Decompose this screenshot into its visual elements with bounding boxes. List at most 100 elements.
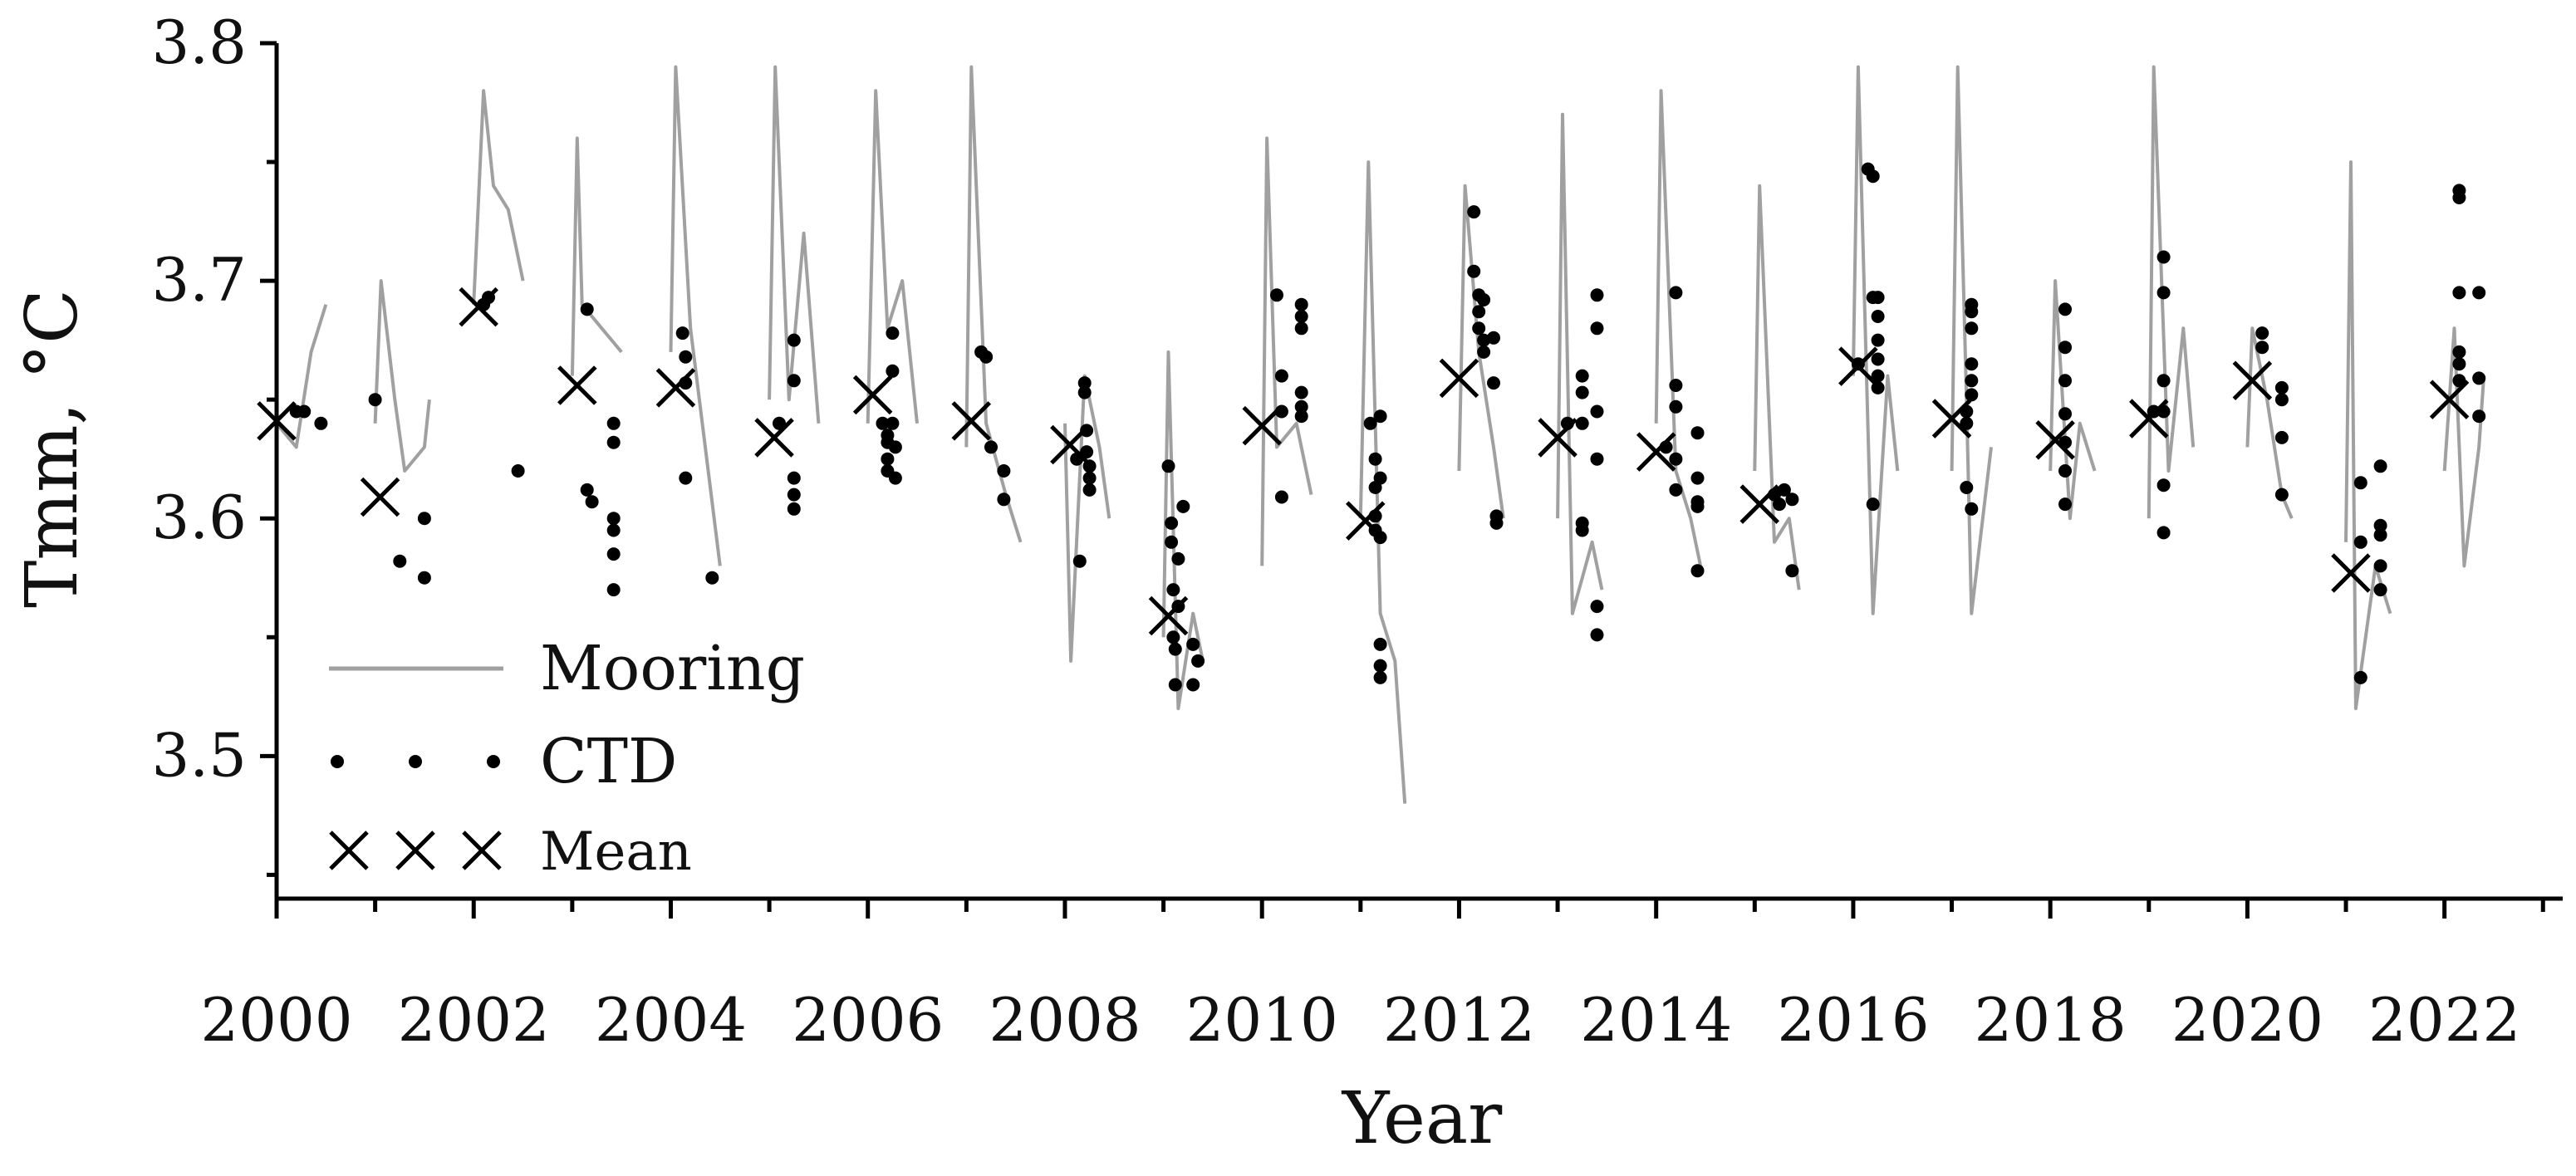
ctd-point xyxy=(606,583,621,597)
mooring-line-segment xyxy=(373,279,431,473)
ctd-point xyxy=(2452,191,2466,204)
ctd-point xyxy=(1690,564,1705,578)
ctd-point xyxy=(2274,393,2289,407)
ctd-point xyxy=(1590,452,1604,466)
ctd-point xyxy=(1274,490,1288,504)
ctd-point xyxy=(1590,600,1604,614)
ctd-point xyxy=(787,488,801,502)
mooring-line-segment xyxy=(2245,326,2294,519)
ctd-point xyxy=(2156,374,2171,388)
ctd-point xyxy=(1866,291,1880,305)
ctd-point xyxy=(1669,452,1683,466)
mooring-line-segment xyxy=(2344,160,2392,711)
legend-mean-marker xyxy=(329,831,369,870)
x-tick-label: 2016 xyxy=(1777,985,1929,1055)
ctd-point xyxy=(1294,297,1308,311)
ctd-point xyxy=(393,554,407,568)
mooring-line-segment xyxy=(866,89,919,424)
ctd-point xyxy=(1082,471,1097,485)
mean-marker xyxy=(1538,418,1577,458)
ctd-point xyxy=(1965,321,1979,336)
ctd-point xyxy=(1176,499,1190,513)
x-tick-label: 2018 xyxy=(1975,985,2127,1055)
ctd-point xyxy=(606,523,621,537)
y-tick-label: 3.5 xyxy=(151,720,247,790)
mean-marker xyxy=(951,401,992,441)
mean-marker xyxy=(557,365,597,405)
ctd-point xyxy=(1274,369,1288,383)
ctd-point xyxy=(1777,483,1791,497)
ctd-point xyxy=(2255,341,2269,355)
ctd-point xyxy=(1077,376,1092,390)
mean-marker xyxy=(2331,553,2371,593)
ctd-point xyxy=(314,416,328,430)
mooring-line-segment xyxy=(1161,350,1205,711)
y-tick-label: 3.8 xyxy=(151,7,247,77)
ctd-point xyxy=(1373,659,1387,673)
ctd-point xyxy=(1690,426,1705,440)
ctd-point xyxy=(1373,471,1387,485)
legend-ctd-dot xyxy=(331,755,344,768)
ctd-point xyxy=(1168,642,1182,656)
ctd-point xyxy=(1866,169,1880,184)
mooring-line-segment xyxy=(2442,326,2486,568)
ctd-point xyxy=(2058,497,2072,512)
ctd-point xyxy=(2373,459,2387,473)
ctd-point xyxy=(1472,305,1486,319)
ctd-point xyxy=(1965,357,1979,371)
mean-marker xyxy=(360,477,400,517)
mean-marker xyxy=(2232,360,2273,401)
ctd-point xyxy=(580,483,594,497)
ctd-point xyxy=(1082,483,1097,497)
ctd-point xyxy=(1294,385,1308,399)
mooring-line-segment xyxy=(570,136,623,376)
ctd-point xyxy=(511,464,525,478)
x-tick-label: 2002 xyxy=(398,985,550,1055)
ctd-point xyxy=(2353,670,2367,684)
ctd-point xyxy=(2058,374,2072,388)
ctd-point xyxy=(417,571,431,585)
ctd-point xyxy=(1785,564,1799,578)
ctd-point xyxy=(1363,416,1377,430)
ctd-point xyxy=(1191,654,1205,668)
ctd-point xyxy=(1072,554,1087,568)
ctd-point xyxy=(2373,559,2387,573)
ctd-point xyxy=(1489,516,1504,530)
ctd-point xyxy=(1186,678,1200,692)
y-tick-label: 3.7 xyxy=(151,245,247,315)
y-tick-label: 3.6 xyxy=(151,483,247,552)
ctd-point xyxy=(2274,380,2289,394)
ctd-point xyxy=(2452,357,2466,371)
axes: 3.5 3.6 3.7 3.8 2000 2002 2004 2006 2008 2010 2012… xyxy=(151,7,2563,1055)
ctd-point xyxy=(368,393,382,407)
ctd-point xyxy=(984,440,998,454)
ctd-point xyxy=(1077,385,1092,399)
ctd-point xyxy=(2058,464,2072,478)
mean-marker xyxy=(1242,405,1282,446)
mooring-line-segment xyxy=(669,65,722,566)
ctd-point xyxy=(787,502,801,516)
legend-mooring-label: Mooring xyxy=(540,633,805,704)
ctd-point xyxy=(1472,321,1486,336)
mean-marker xyxy=(2129,399,2169,439)
ctd-point xyxy=(1186,637,1200,651)
mean-marker xyxy=(1050,424,1090,465)
ctd-point xyxy=(1575,385,1589,399)
ctd-point xyxy=(1165,516,1179,530)
legend-mean-marker xyxy=(395,831,435,870)
ctd-point xyxy=(1477,345,1491,359)
mooring-line-segment xyxy=(964,65,1023,543)
ctd-point xyxy=(1368,452,1382,466)
ctd-point xyxy=(886,326,900,341)
ctd-point xyxy=(1773,497,1786,512)
ctd-point xyxy=(2058,341,2072,355)
ctd-point xyxy=(2353,535,2367,549)
ctd-point xyxy=(876,416,890,430)
mooring-line-segment xyxy=(1358,160,1407,804)
ctd-point xyxy=(580,302,594,316)
ctd-point xyxy=(1373,670,1387,684)
mooring-line-segment xyxy=(1260,136,1313,566)
ctd-point xyxy=(2472,409,2486,424)
ctd-point xyxy=(1871,369,1885,383)
mean-series xyxy=(257,287,2470,636)
